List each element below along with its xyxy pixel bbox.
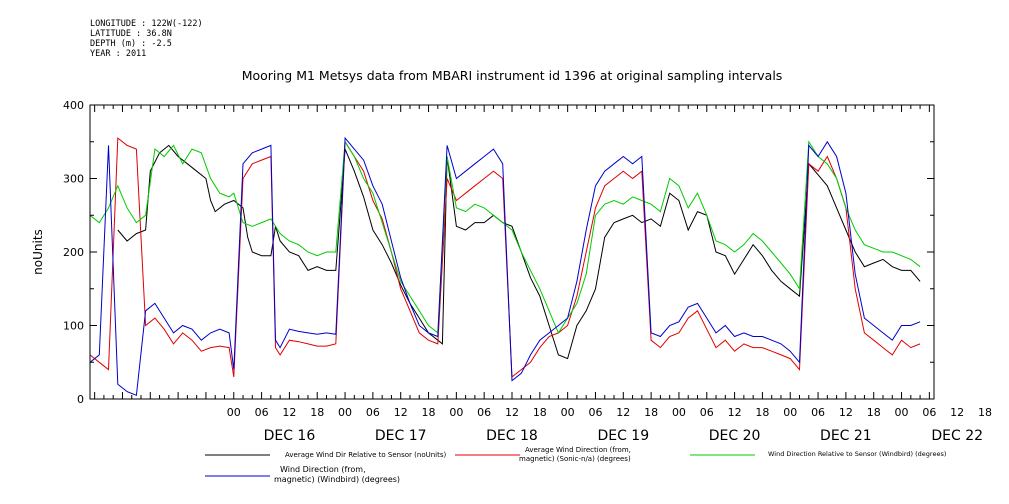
legend: Average Wind Dir Relative to Sensor (noU… (205, 446, 946, 484)
x-hour-label: 00 (561, 406, 575, 419)
x-hour-label: 06 (366, 406, 380, 419)
x-hour-label: 12 (282, 406, 296, 419)
series-line-3 (89, 136, 921, 397)
x-day-label: DEC 19 (597, 428, 649, 444)
x-day-label: DEC 17 (375, 428, 427, 444)
axes-layer: 0 100 200 300 400 00 06 12 18 00 06 12 18 00 06 12 18 00 0… (63, 99, 992, 444)
legend-label-2: Wind Direction Relative to Sensor (Windb… (768, 450, 946, 458)
x-day-label: DEC 22 (931, 428, 983, 444)
legend-label-1: Average Wind Direction (from, magnetic) (… (519, 446, 631, 463)
x-hour-label: 18 (978, 406, 992, 419)
x-hour-label: 18 (755, 406, 769, 419)
x-hour-label: 06 (255, 406, 269, 419)
series-line-1 (89, 137, 921, 378)
x-hour-label: 06 (922, 406, 936, 419)
x-hour-label: 12 (950, 406, 964, 419)
series-line-2 (89, 140, 921, 334)
x-hour-label: 00 (783, 406, 797, 419)
y-tick-label: 0 (77, 393, 84, 406)
x-hour-label: 06 (811, 406, 825, 419)
longitude-text: LONGITUDE : 122W(-122) (90, 19, 203, 29)
x-day-label: DEC 20 (709, 428, 761, 444)
series-line-0 (117, 144, 921, 360)
plot-frame (89, 104, 935, 400)
x-hour-label: 06 (700, 406, 714, 419)
x-hour-label: 00 (895, 406, 909, 419)
x-hour-label: 12 (728, 406, 742, 419)
x-hour-label: 06 (588, 406, 602, 419)
x-hour-label: 00 (338, 406, 352, 419)
x-hour-label: 12 (394, 406, 408, 419)
x-hour-label: 00 (672, 406, 686, 419)
x-day-label: DEC 18 (486, 428, 538, 444)
year-text: YEAR : 2011 (90, 49, 147, 59)
x-hour-label: 00 (449, 406, 463, 419)
x-hour-label: 18 (533, 406, 547, 419)
depth-text: DEPTH (m) : -2.5 (90, 39, 172, 49)
x-hour-label: 06 (477, 406, 491, 419)
x-hour-label: 18 (867, 406, 881, 419)
x-hour-label: 12 (839, 406, 853, 419)
x-hour-label: 12 (505, 406, 519, 419)
x-hour-label: 12 (616, 406, 630, 419)
y-tick-label: 400 (63, 99, 84, 112)
latitude-text: LATITUDE : 36.8N (90, 29, 172, 39)
x-hour-label: 18 (644, 406, 658, 419)
y-tick-label: 300 (63, 173, 84, 186)
metadata-block: LONGITUDE : 122W(-122) LATITUDE : 36.8N … (90, 19, 203, 59)
y-axis-label: noUnits (31, 229, 45, 275)
y-tick-label: 200 (63, 246, 84, 259)
x-hour-label: 18 (422, 406, 436, 419)
legend-label-0: Average Wind Dir Relative to Sensor (noU… (285, 451, 446, 459)
y-tick-label: 100 (63, 320, 84, 333)
x-day-label: DEC 21 (820, 428, 872, 444)
x-hour-label: 18 (310, 406, 324, 419)
legend-label-3: Wind Direction (from, magnetic) (Windbird… (274, 465, 400, 484)
x-day-label: DEC 16 (264, 428, 316, 444)
x-hour-label: 00 (227, 406, 241, 419)
series-layer (89, 136, 921, 397)
chart-title: Mooring M1 Metsys data from MBARI instru… (242, 68, 783, 83)
